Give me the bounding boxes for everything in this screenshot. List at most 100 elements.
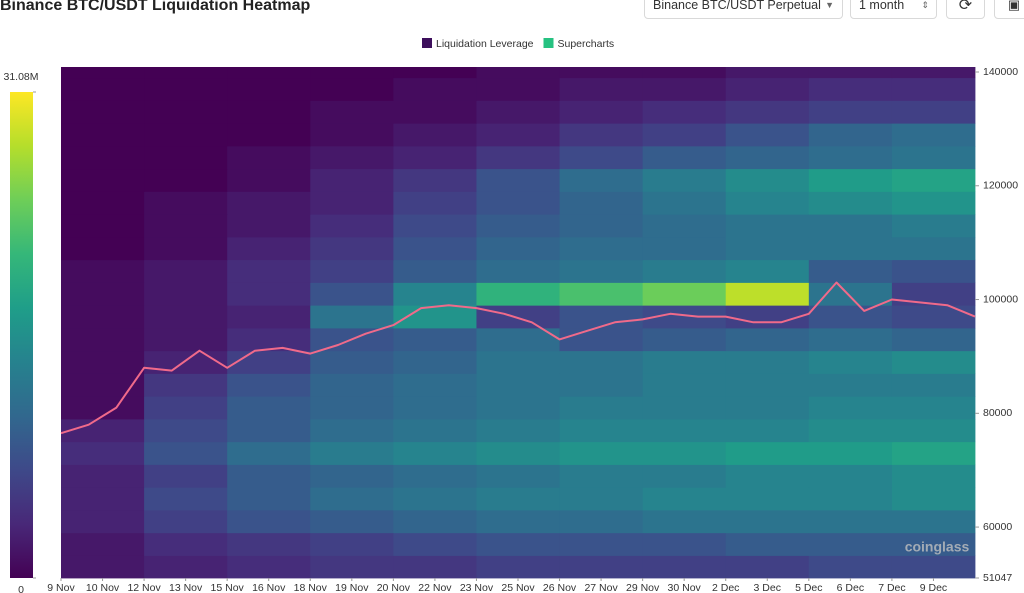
heat-cell bbox=[227, 532, 311, 556]
heat-cell bbox=[725, 510, 810, 534]
heat-cell bbox=[642, 487, 727, 511]
x-tick-label: 9 Dec bbox=[920, 582, 947, 593]
legend-label: Liquidation Leverage bbox=[436, 38, 534, 50]
legend-swatch bbox=[422, 38, 432, 48]
heat-cell bbox=[642, 100, 727, 124]
exchange-select[interactable]: Binance BTC/USDT Perpetual ▼ bbox=[644, 0, 843, 19]
heat-cell bbox=[891, 145, 976, 170]
x-tick-label: 5 Dec bbox=[795, 582, 822, 593]
heat-cell bbox=[310, 396, 394, 420]
heat-cell bbox=[393, 191, 477, 215]
heat-cell bbox=[891, 350, 976, 374]
heat-cell bbox=[310, 555, 394, 579]
heat-cell bbox=[891, 236, 976, 261]
heat-cell bbox=[61, 305, 145, 329]
price-line bbox=[60, 281, 976, 435]
color-bar bbox=[10, 92, 33, 578]
heat-cell bbox=[725, 123, 810, 147]
x-tick-label: 9 Nov bbox=[47, 582, 75, 593]
heat-cell bbox=[144, 305, 228, 329]
heat-cell bbox=[393, 145, 477, 170]
heat-cell bbox=[144, 464, 228, 488]
heat-cell bbox=[227, 100, 311, 124]
heat-cell bbox=[725, 441, 810, 465]
period-select[interactable]: 1 month ⇕ bbox=[850, 0, 937, 19]
heat-cell bbox=[559, 77, 644, 101]
heat-cell bbox=[559, 168, 644, 192]
dropdown-arrow: ▼ bbox=[825, 0, 834, 10]
heat-cell bbox=[227, 396, 311, 420]
heat-cell bbox=[393, 236, 477, 261]
heat-cell bbox=[725, 282, 810, 306]
heat-cell bbox=[310, 168, 394, 192]
heat-cell bbox=[891, 327, 976, 352]
heat-cell bbox=[144, 441, 228, 465]
heat-cell bbox=[61, 168, 145, 192]
heat-cell bbox=[144, 282, 228, 306]
refresh-button[interactable]: ⟳ bbox=[946, 0, 985, 19]
heat-cell bbox=[61, 100, 145, 124]
heat-cell bbox=[393, 418, 477, 443]
heat-cell bbox=[891, 168, 976, 192]
heat-cell bbox=[476, 350, 560, 374]
heat-cell bbox=[559, 236, 644, 261]
screenshot-button[interactable]: ▣ bbox=[994, 0, 1024, 19]
heat-cell bbox=[393, 555, 477, 579]
heat-cell bbox=[476, 145, 560, 170]
heat-cell bbox=[891, 77, 976, 101]
heat-cell bbox=[808, 350, 893, 374]
heat-cell bbox=[476, 100, 560, 124]
select-text: Binance BTC/USDT Perpetual bbox=[653, 0, 821, 12]
heat-cell bbox=[642, 418, 727, 443]
heat-cell bbox=[227, 373, 311, 397]
heat-cell bbox=[725, 100, 810, 124]
heat-cell bbox=[393, 123, 477, 147]
heat-cell bbox=[559, 100, 644, 124]
heat-cell bbox=[476, 123, 560, 147]
heat-cell bbox=[891, 532, 976, 556]
heat-cell bbox=[310, 350, 394, 374]
y-tick-label: 60000 bbox=[983, 521, 1012, 533]
heat-cell bbox=[61, 236, 145, 261]
heat-cell bbox=[227, 487, 311, 511]
x-tick-label: 27 Nov bbox=[584, 582, 618, 593]
heat-cell bbox=[642, 67, 727, 79]
heat-cell bbox=[144, 145, 228, 170]
heat-cell bbox=[393, 441, 477, 465]
heat-cell bbox=[476, 373, 560, 397]
heat-cell bbox=[144, 100, 228, 124]
x-tick-label: 26 Nov bbox=[543, 582, 577, 593]
heat-cell bbox=[808, 282, 893, 306]
heat-cell bbox=[559, 373, 644, 397]
x-tick-label: 16 Nov bbox=[252, 582, 286, 593]
heat-cell bbox=[144, 123, 228, 147]
heat-cell bbox=[891, 555, 976, 579]
heat-cell bbox=[61, 555, 145, 579]
heat-cell bbox=[393, 487, 477, 511]
heat-cell bbox=[642, 145, 727, 170]
heat-cell bbox=[642, 123, 727, 147]
heat-cell bbox=[393, 327, 477, 352]
y-tick-label: 51047 bbox=[983, 572, 1012, 584]
heat-cell bbox=[891, 259, 976, 283]
heat-cell bbox=[227, 77, 311, 101]
heat-cell bbox=[61, 214, 145, 238]
heat-cell bbox=[476, 464, 560, 488]
select-text: 1 month bbox=[859, 0, 905, 12]
heat-cell bbox=[808, 464, 893, 488]
heat-cell bbox=[559, 67, 644, 79]
x-tick-label: 7 Dec bbox=[878, 582, 905, 593]
heat-cell bbox=[808, 100, 893, 124]
heat-cell bbox=[642, 214, 727, 238]
heat-cell bbox=[227, 123, 311, 147]
heat-cell bbox=[891, 214, 976, 238]
x-tick-label: 23 Nov bbox=[460, 582, 494, 593]
heat-cell bbox=[227, 418, 311, 443]
heat-cell bbox=[642, 441, 727, 465]
heat-cell bbox=[476, 555, 560, 579]
heat-cell bbox=[310, 259, 394, 283]
heat-cell bbox=[393, 100, 477, 124]
heat-cell bbox=[310, 487, 394, 511]
heat-cell bbox=[144, 67, 228, 79]
y-tick-label: 120000 bbox=[983, 180, 1018, 192]
